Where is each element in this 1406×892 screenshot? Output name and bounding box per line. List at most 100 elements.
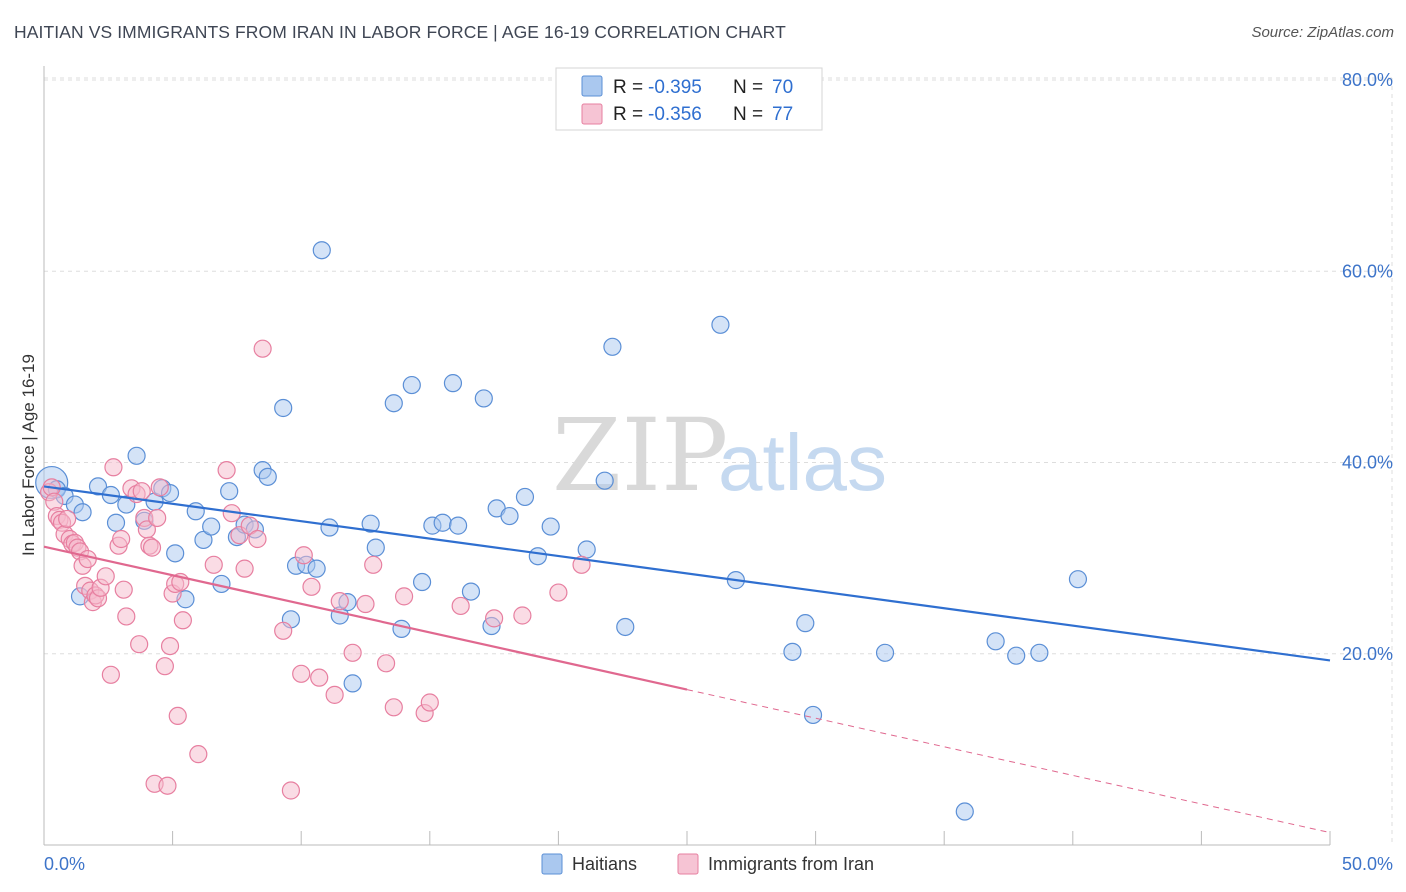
legend-r-label: R = [613, 104, 643, 125]
haitians-point [258, 467, 277, 486]
legend-n-label: N = [733, 104, 763, 125]
iran-point [117, 607, 136, 626]
legend-r-value: -0.356 [648, 104, 702, 125]
haitians-point [433, 513, 452, 532]
iran-point [330, 592, 349, 611]
legend-swatch-haitians [581, 75, 603, 97]
haitians-point [384, 394, 403, 413]
legend-r-label: R = [613, 77, 643, 98]
iran-point [420, 693, 439, 712]
haitians-point [312, 241, 331, 260]
bottom-legend-swatch-haitians [541, 853, 563, 875]
haitians-point [320, 518, 339, 537]
haitians-point [412, 572, 432, 592]
bottom-legend-iran: Immigrants from Iran [708, 854, 874, 874]
iran-point [78, 549, 97, 569]
iran-point [112, 529, 131, 549]
haitians-point [541, 517, 560, 536]
watermark-zip: ZIP [552, 397, 728, 514]
iran-point [394, 587, 414, 606]
haitians-point [361, 514, 380, 533]
iran-point [204, 555, 223, 574]
iran-point [130, 635, 149, 654]
haitians-point [73, 503, 92, 522]
watermark: ZIP atlas [552, 397, 887, 514]
haitians-point [461, 582, 481, 601]
iran-point [513, 606, 532, 625]
haitians-point [220, 482, 239, 501]
bottom-legend: Haitians Immigrants from Iran [541, 853, 874, 875]
iran-point [292, 664, 311, 683]
legend-n-label: N = [733, 77, 763, 98]
y-axis-label: In Labor Force | Age 16-19 [19, 354, 38, 556]
haitians-point [127, 446, 146, 465]
haitians-point [1068, 570, 1088, 589]
iran-trend-line [43, 545, 688, 691]
y-tick-label: 40.0% [1342, 453, 1393, 473]
iran-point [343, 643, 362, 662]
haitians-point [955, 802, 974, 821]
iran-point [132, 482, 151, 501]
iran-point [281, 781, 301, 800]
haitians-point [194, 530, 213, 550]
haitians-point [500, 506, 519, 526]
iran-point [253, 339, 272, 358]
iran-point [376, 654, 396, 673]
legend-n-value: 77 [772, 104, 793, 125]
iran-point [148, 508, 167, 528]
iran-point [155, 657, 174, 676]
iran-point [189, 745, 208, 764]
legend-box: R = -0.395 N = 70 R = -0.356 N = 77 [555, 67, 823, 131]
iran-point [58, 509, 77, 529]
x-tick-labels: 0.0% 50.0% [44, 854, 1393, 874]
iran-point [549, 583, 568, 602]
iran-point [104, 458, 123, 477]
iran-point [451, 596, 470, 616]
haitians-point [796, 614, 815, 633]
iran-point [364, 555, 383, 574]
iran-point [248, 529, 267, 549]
bottom-legend-swatch-iran [677, 853, 699, 875]
iran-point [150, 478, 169, 497]
y-tick-labels: 20.0% 40.0% 60.0% 80.0% [1342, 70, 1393, 664]
haitians-point [1030, 643, 1049, 662]
y-tick-label: 80.0% [1342, 70, 1393, 90]
iran-point [173, 611, 192, 630]
axes [43, 66, 1331, 846]
haitians-point [1007, 646, 1026, 665]
chart-title: HAITIAN VS IMMIGRANTS FROM IRAN IN LABOR… [14, 22, 786, 42]
haitians-point [783, 642, 802, 661]
bottom-legend-haitians: Haitians [572, 854, 637, 874]
haitians-point [595, 471, 614, 490]
haitians-trend-line [43, 485, 1331, 662]
haitians-point [166, 544, 185, 563]
haitians-point [986, 632, 1005, 651]
iran-point [274, 621, 293, 640]
haitians-point [515, 487, 535, 507]
haitians-point [343, 674, 362, 693]
x-tick-label: 50.0% [1342, 854, 1393, 874]
iran-point [384, 698, 403, 717]
iran-point [101, 665, 120, 684]
haitians-point [448, 516, 468, 535]
watermark-atlas: atlas [718, 418, 887, 507]
iran-point [325, 685, 344, 704]
haitians-point [202, 517, 221, 536]
iran-point [235, 559, 254, 578]
haitians-point [366, 538, 385, 557]
haitians-point [875, 643, 895, 662]
iran-point [96, 567, 115, 586]
iran-point [217, 461, 236, 480]
haitians-point [274, 398, 293, 418]
y-tick-label: 60.0% [1342, 261, 1393, 281]
iran-point [142, 538, 162, 557]
haitians-point [577, 540, 596, 559]
legend-r-value: -0.395 [648, 77, 702, 98]
iran-point [356, 594, 375, 614]
iran-trend-line-extrapolated [686, 689, 1331, 834]
iran-point [294, 546, 313, 565]
iran-point [158, 776, 177, 795]
iran-point [240, 516, 259, 535]
haitians-point [392, 619, 411, 638]
